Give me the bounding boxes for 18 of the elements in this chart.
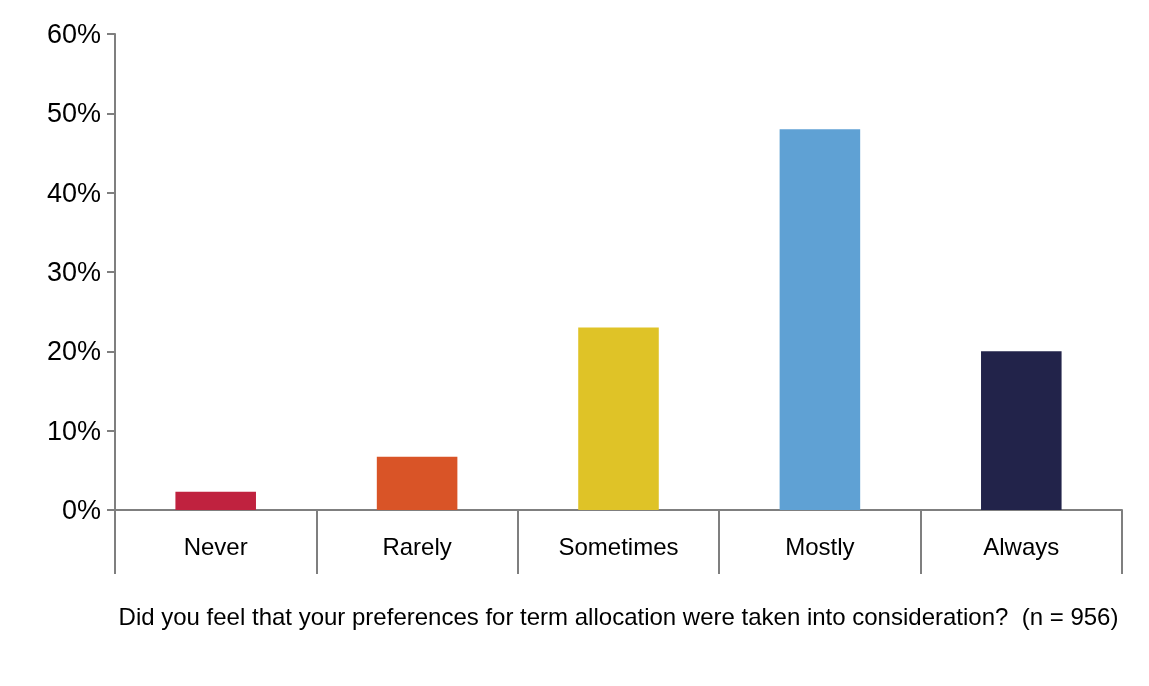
x-tick-label: Mostly (785, 532, 855, 560)
x-tick-label: Never (183, 532, 248, 560)
y-tick-label: 50% (46, 98, 101, 129)
bar (175, 491, 256, 510)
bar (779, 129, 861, 510)
y-tick-label: 60% (46, 19, 101, 49)
x-axis-title: Did you feel that your preferences for term allocation were taken into consideration? (n = 956) (118, 602, 1119, 630)
y-tick-label: 20% (46, 336, 101, 367)
bar (376, 456, 458, 510)
y-tick-label: 30% (46, 257, 101, 287)
y-tick-label: 0% (61, 495, 101, 525)
x-tick-label: Always (983, 532, 1060, 560)
x-tick-label: Sometimes (558, 532, 679, 560)
bar (981, 351, 1062, 510)
y-tick-label: 10% (46, 415, 101, 446)
bar (578, 327, 659, 510)
x-tick-label: Rarely (382, 532, 452, 560)
y-tick-label: 40% (46, 177, 101, 208)
